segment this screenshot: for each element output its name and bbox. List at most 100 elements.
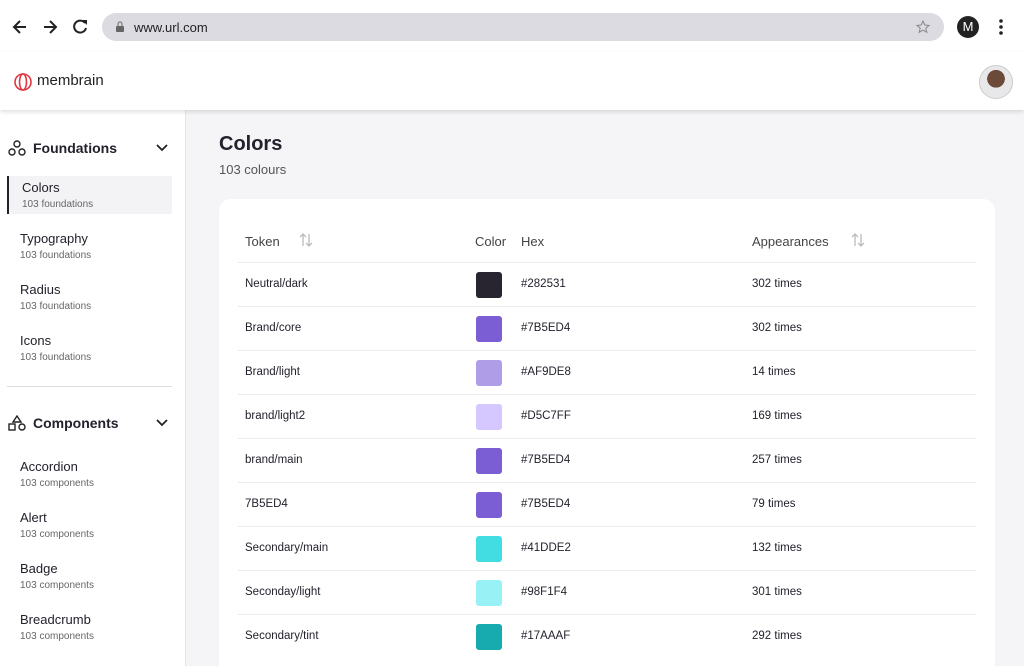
appearances-cell: 169 times: [752, 410, 802, 422]
table-row[interactable]: Secondary/main #41DDE2 132 times: [238, 526, 976, 571]
nav-label: Typography: [20, 231, 88, 246]
page-title: Colors: [219, 133, 283, 155]
sort-button[interactable]: [851, 232, 865, 248]
logo-icon: [14, 73, 32, 91]
profile-button[interactable]: M: [957, 16, 979, 38]
color-swatch: [476, 272, 502, 298]
collapse-chevron[interactable]: [156, 419, 168, 427]
browser-bar: www.url.com M: [0, 0, 1024, 52]
appearances-cell: 302 times: [752, 278, 802, 290]
nav-item[interactable]: Typography 103 foundations: [7, 227, 172, 265]
table-row[interactable]: Neutral/dark #282531 302 times: [238, 262, 976, 307]
foundations-icon: [8, 140, 26, 156]
hex-cell: #98F1F4: [521, 586, 568, 598]
color-swatch: [476, 624, 502, 650]
nav-buttons[interactable]: [12, 17, 92, 37]
appearances-cell: 257 times: [752, 454, 802, 466]
menu-button[interactable]: [998, 19, 1004, 35]
nav-sublabel: 103 components: [20, 580, 94, 591]
token-cell: Brand/core: [245, 322, 302, 334]
nav-item[interactable]: Button: [7, 659, 172, 666]
components-icon: [8, 415, 26, 431]
page-subtitle: 103 colours: [219, 162, 287, 177]
user-avatar[interactable]: [979, 65, 1013, 99]
nav-sublabel: 103 foundations: [20, 352, 92, 363]
table-row[interactable]: Seconday/light #98F1F4 301 times: [238, 570, 976, 615]
token-cell: brand/main: [245, 454, 303, 466]
hex-cell: #17AAAF: [521, 630, 571, 642]
color-swatch: [476, 404, 502, 430]
table-row[interactable]: brand/light2 #D5C7FF 169 times: [238, 394, 976, 439]
hex-cell: #7B5ED4: [521, 454, 571, 466]
token-cell: Neutral/dark: [245, 278, 308, 290]
nav-label: Badge: [20, 561, 58, 576]
nav-sublabel: 103 components: [20, 478, 94, 489]
table-row[interactable]: brand/main #7B5ED4 257 times: [238, 438, 976, 483]
table-row[interactable]: Brand/core #7B5ED4 302 times: [238, 306, 976, 351]
table-row[interactable]: Brand/light #AF9DE8 14 times: [238, 350, 976, 395]
nav-sublabel: 103 foundations: [20, 301, 92, 312]
sidebar: Foundations Colors 103 foundations Typograp…: [0, 110, 186, 666]
token-cell: Brand/light: [245, 366, 300, 378]
nav-sublabel: 103 foundations: [22, 199, 94, 210]
sort-button[interactable]: [299, 232, 313, 248]
section-title[interactable]: Components: [33, 415, 119, 431]
table-row[interactable]: 7B5ED4 #7B5ED4 79 times: [238, 482, 976, 527]
nav-label: Breadcrumb: [20, 612, 91, 627]
color-swatch: [476, 360, 502, 386]
appearances-cell: 292 times: [752, 630, 802, 642]
nav-label: Accordion: [20, 459, 78, 474]
token-cell: Secondary/main: [245, 542, 329, 554]
url-bar[interactable]: www.url.com: [102, 13, 944, 41]
column-header: Hex: [521, 234, 545, 249]
token-cell: brand/light2: [245, 410, 306, 422]
color-swatch: [476, 536, 502, 562]
nav-item[interactable]: Radius 103 foundations: [7, 278, 172, 316]
nav-sublabel: 103 components: [20, 631, 94, 642]
nav-label: Colors: [22, 180, 60, 195]
table-row[interactable]: Secondary/tint #17AAAF 292 times: [238, 614, 976, 659]
nav-item[interactable]: Breadcrumb 103 components: [7, 608, 172, 646]
column-header: Appearances: [752, 234, 829, 249]
collapse-chevron[interactable]: [156, 144, 168, 152]
color-swatch: [476, 448, 502, 474]
nav-sublabel: 103 foundations: [20, 250, 92, 261]
nav-label: Button: [20, 663, 58, 666]
hex-cell: #D5C7FF: [521, 410, 571, 422]
app-header: membrain: [0, 52, 1024, 110]
url-text: www.url.com: [134, 20, 208, 35]
nav-sublabel: 103 components: [20, 529, 94, 540]
nav-label: Radius: [20, 282, 61, 297]
hex-cell: #41DDE2: [521, 542, 571, 554]
nav-item[interactable]: Icons 103 foundations: [7, 329, 172, 367]
section-title[interactable]: Foundations: [33, 140, 117, 156]
nav-label: Alert: [20, 510, 47, 525]
appearances-cell: 302 times: [752, 322, 802, 334]
appearances-cell: 79 times: [752, 498, 796, 510]
nav-label: Icons: [20, 333, 52, 348]
column-header: Token: [245, 234, 280, 249]
column-header: Color: [475, 234, 507, 249]
table-card: Token Color Hex Appearances Neutral/dark #282…: [219, 199, 995, 666]
color-swatch: [476, 580, 502, 606]
divider: [7, 386, 172, 387]
hex-cell: #7B5ED4: [521, 322, 571, 334]
nav-item[interactable]: Accordion 103 components: [7, 455, 172, 493]
hex-cell: #282531: [521, 278, 566, 290]
color-swatch: [476, 316, 502, 342]
token-cell: 7B5ED4: [245, 498, 288, 510]
token-cell: Secondary/tint: [245, 630, 319, 642]
color-swatch: [476, 492, 502, 518]
appearances-cell: 301 times: [752, 586, 802, 598]
nav-item[interactable]: Colors 103 foundations: [7, 176, 172, 214]
hex-cell: #7B5ED4: [521, 498, 571, 510]
nav-item[interactable]: Badge 103 components: [7, 557, 172, 595]
logo-text[interactable]: membrain: [37, 72, 104, 89]
token-cell: Seconday/light: [245, 586, 321, 598]
hex-cell: #AF9DE8: [521, 366, 571, 378]
appearances-cell: 14 times: [752, 366, 796, 378]
nav-item[interactable]: Alert 103 components: [7, 506, 172, 544]
appearances-cell: 132 times: [752, 542, 802, 554]
